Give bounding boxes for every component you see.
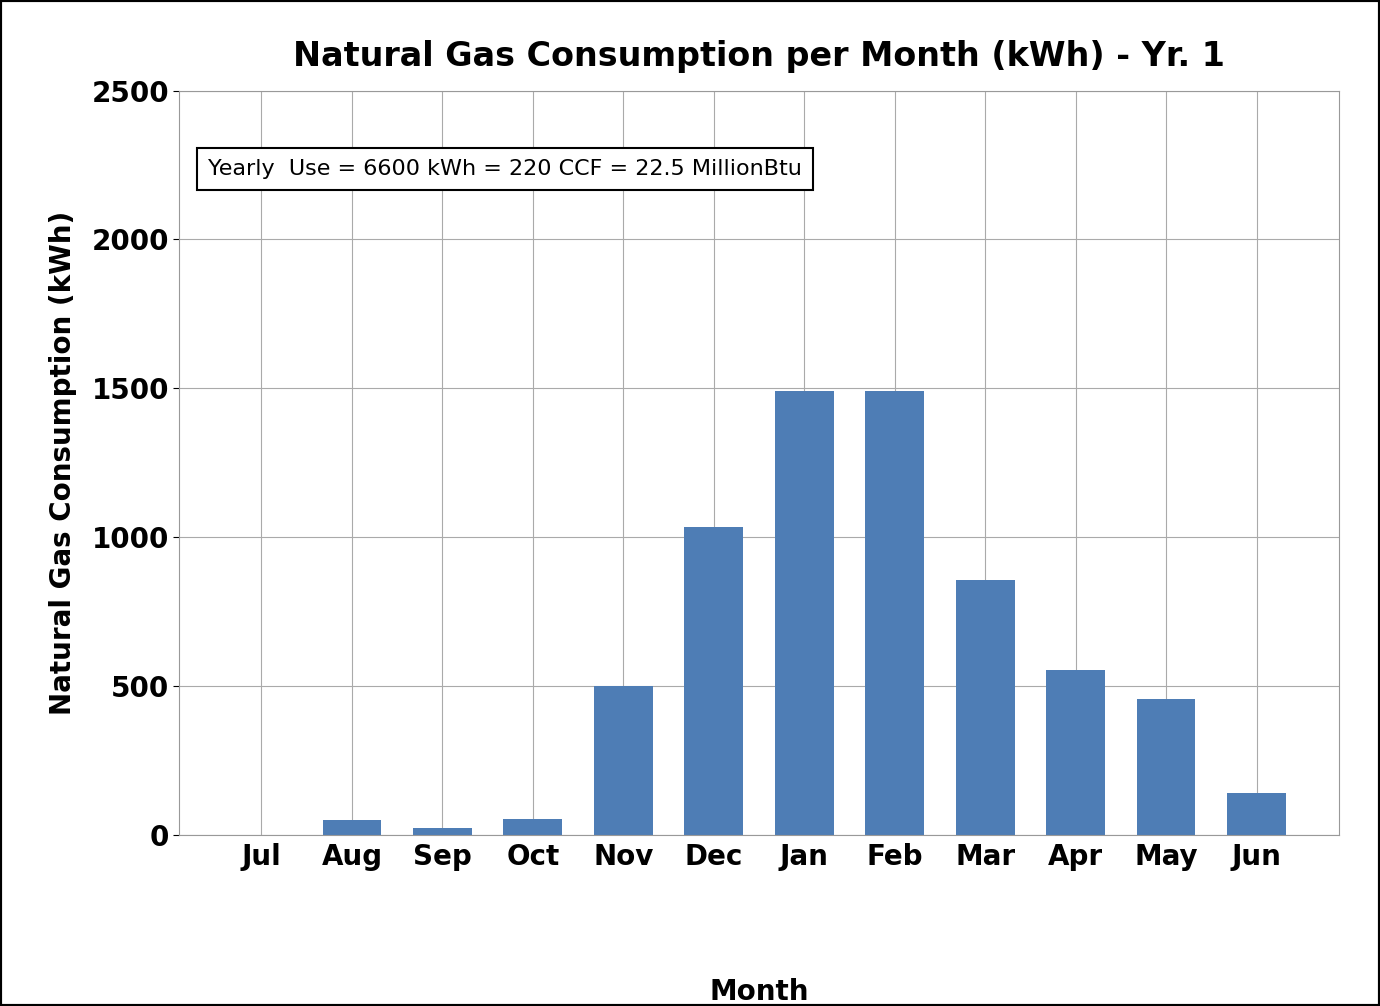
Bar: [865, 391, 925, 835]
Bar: [956, 580, 1014, 835]
Bar: [323, 820, 381, 835]
Text: Yearly  Use = 6600 kWh = 220 CCF = 22.5 MillionBtu: Yearly Use = 6600 kWh = 220 CCF = 22.5 M…: [208, 159, 802, 179]
Bar: [593, 686, 653, 835]
Bar: [1137, 699, 1195, 835]
Y-axis label: Natural Gas Consumption (kWh): Natural Gas Consumption (kWh): [50, 210, 77, 715]
Bar: [413, 828, 472, 835]
Bar: [1046, 670, 1105, 835]
Bar: [774, 391, 834, 835]
Bar: [684, 527, 744, 835]
Bar: [1227, 794, 1286, 835]
Title: Natural Gas Consumption per Month (kWh) - Yr. 1: Natural Gas Consumption per Month (kWh) …: [293, 39, 1225, 72]
Text: Month: Month: [709, 978, 809, 1006]
Bar: [504, 819, 562, 835]
